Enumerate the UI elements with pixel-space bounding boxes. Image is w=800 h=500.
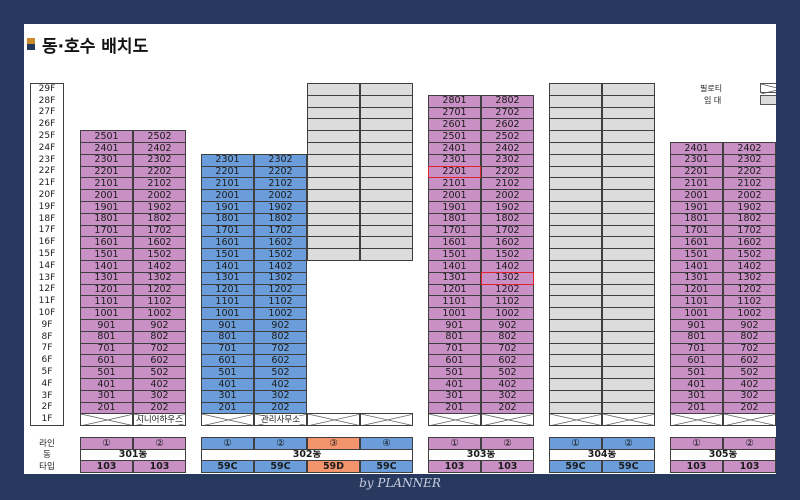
highlighted-unit-box	[481, 271, 534, 285]
legend-rental-swatch	[760, 95, 776, 105]
pilotis-cell	[360, 413, 413, 427]
type-cell: 103	[723, 460, 776, 473]
type-cell: 103	[133, 460, 186, 473]
pilotis-cell	[307, 413, 360, 427]
watermark: by PLANNER	[359, 476, 441, 490]
row-label-building: 동	[43, 450, 51, 461]
unit-1901[interactable]: 1901	[428, 201, 481, 214]
type-cell: 103	[428, 460, 481, 473]
unit-901[interactable]: 901	[670, 319, 723, 332]
highlighted-unit-box	[428, 165, 481, 179]
pilotis-cell	[481, 413, 534, 427]
unit-1302[interactable]: 1302	[723, 271, 776, 285]
pilotis-cell	[428, 413, 481, 427]
row-label-line: 라인	[39, 438, 55, 449]
building-name: 303동	[428, 448, 534, 461]
unit-1401[interactable]: 1401	[670, 260, 723, 273]
pilotis-cell	[723, 413, 776, 427]
rental-cell	[307, 248, 360, 261]
ground-note: 시니어하우스	[133, 413, 186, 427]
type-cell: 103	[80, 460, 133, 473]
unit-2602[interactable]: 2602	[481, 118, 534, 132]
type-cell: 59C	[602, 460, 655, 473]
rental-cell	[360, 248, 413, 261]
building-name: 302동	[201, 448, 413, 461]
type-cell: 59C	[549, 460, 602, 473]
building-name: 301동	[80, 448, 186, 461]
title-marker-icon	[27, 38, 35, 50]
pilotis-cell	[670, 413, 723, 427]
pilotis-cell	[80, 413, 133, 427]
type-cell: 103	[481, 460, 534, 473]
unit-302[interactable]: 302	[723, 389, 776, 403]
layout-sheet: 동·호수 배치도 필로티 임 대 29F 28F 27F 26F 25F 24F 23F 22…	[24, 24, 776, 474]
unit-2102[interactable]: 2102	[133, 177, 186, 191]
legend-pilotis-swatch	[760, 83, 776, 94]
unit-701[interactable]: 701	[428, 342, 481, 356]
type-cell: 59C	[201, 460, 254, 473]
unit-grid: 29F 28F 27F 26F 25F 24F 23F 22F 21F 20F 19F 18F 17F 1…	[24, 24, 776, 474]
ground-note: 관리사무소	[254, 413, 307, 427]
floor-label: 1F	[30, 413, 64, 427]
unit-1301[interactable]: 1301	[428, 271, 481, 285]
type-cell: 59D	[307, 460, 360, 473]
pilotis-cell	[602, 413, 655, 427]
legend-rental-label: 임 대	[704, 95, 722, 105]
pilotis-cell	[549, 413, 602, 427]
type-cell: 59C	[360, 460, 413, 473]
unit-2701[interactable]: 2701	[428, 106, 481, 120]
unit-1702[interactable]: 1702	[723, 224, 776, 238]
unit-1402[interactable]: 1402	[723, 260, 776, 273]
building-name: 305동	[670, 448, 776, 461]
page-title: 동·호수 배치도	[42, 37, 149, 57]
line-marker: ①	[201, 437, 254, 450]
legend-pilotis-label: 필로티	[700, 83, 723, 93]
type-cell: 103	[670, 460, 723, 473]
type-cell: 59C	[254, 460, 307, 473]
unit-1702[interactable]: 1702	[481, 224, 534, 238]
row-label-type: 타입	[39, 461, 55, 472]
building-name: 304동	[549, 448, 655, 461]
pilotis-cell	[201, 413, 254, 427]
